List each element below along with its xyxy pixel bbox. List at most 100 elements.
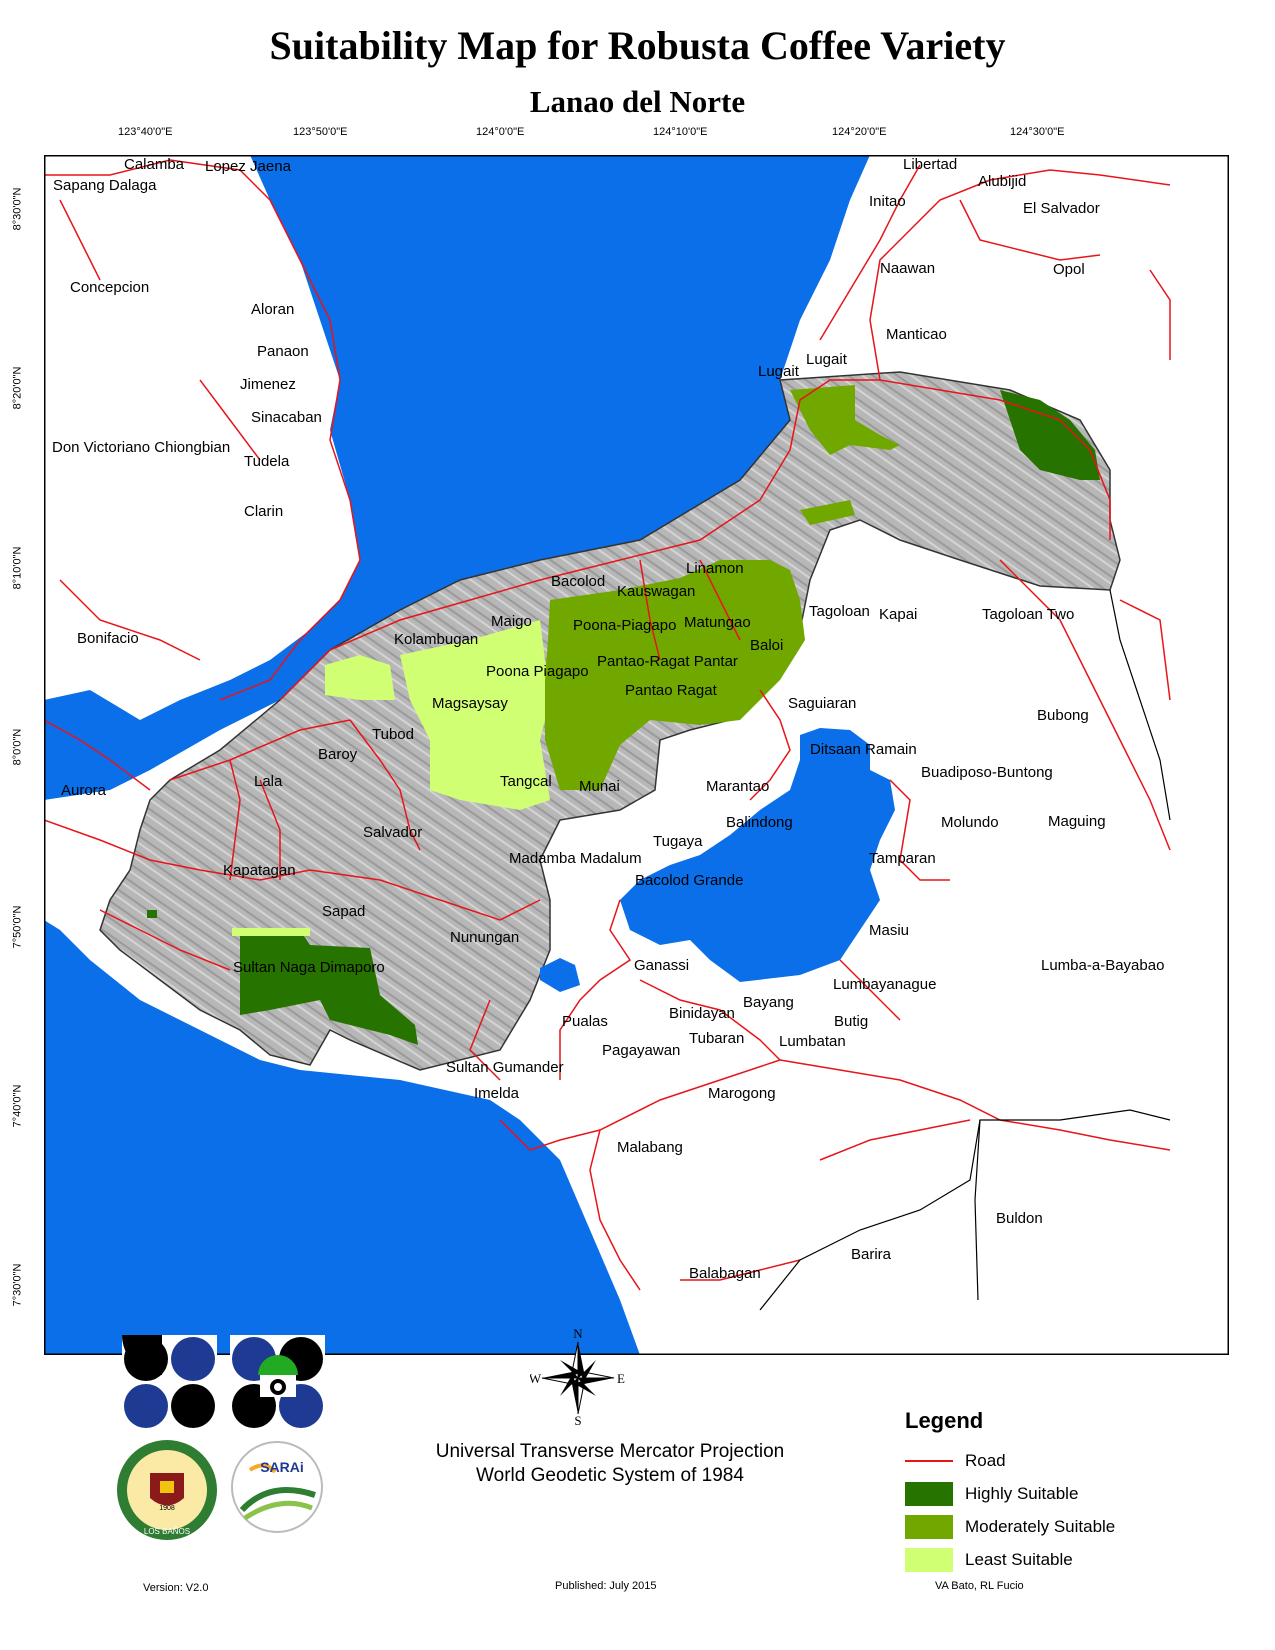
published-text: Published: July 2015: [555, 1580, 657, 1592]
place-label: Pantao-Ragat Pantar: [597, 653, 738, 670]
place-label: Sinacaban: [251, 409, 322, 426]
road-network: [44, 159, 1171, 1291]
place-label: Lala: [254, 773, 283, 790]
lon-label: 124°0'0"E: [476, 126, 525, 138]
place-label: Bonifacio: [77, 630, 139, 647]
dost-logo: [122, 1335, 217, 1430]
place-label: Pualas: [562, 1013, 608, 1030]
place-label: Tagoloan Two: [982, 606, 1074, 623]
place-label: Pagayawan: [602, 1042, 680, 1059]
place-label: El Salvador: [1023, 200, 1100, 217]
lon-label: 124°30'0"E: [1010, 126, 1065, 138]
place-label: Opol: [1053, 261, 1085, 278]
map-frame[interactable]: Calamba Lopez Jaena Sapang Dalaga Concep…: [44, 155, 1229, 1355]
lat-label: 8°0'0"N: [11, 728, 24, 766]
place-label: Tangcal: [500, 773, 552, 790]
lon-label: 123°50'0"E: [293, 126, 348, 138]
place-label: Malabang: [617, 1139, 683, 1156]
compass-s: S: [574, 1413, 581, 1427]
place-label: Madamba Madalum: [509, 850, 642, 867]
moderately-suitable-zone: [545, 560, 805, 790]
place-label: Lopez Jaena: [205, 158, 292, 175]
place-label: Calamba: [124, 156, 185, 173]
compass-e: E: [617, 1371, 625, 1386]
place-label: Bacolod Grande: [635, 872, 743, 889]
place-label: Sultan Naga Dimaporo: [233, 959, 385, 976]
place-label: Lugait: [806, 351, 848, 368]
lon-label: 124°10'0"E: [653, 126, 708, 138]
place-label: Munai: [579, 778, 620, 795]
place-label: Sultan Gumander: [446, 1059, 564, 1076]
place-label: Saguiaran: [788, 695, 856, 712]
place-label: Don Victoriano Chiongbian: [52, 439, 230, 456]
place-label: Balabagan: [689, 1265, 761, 1282]
moderately-suitable-zone: [790, 385, 900, 455]
place-label: Tudela: [244, 453, 290, 470]
highly-suitable-swatch: [905, 1481, 953, 1506]
place-label: Aloran: [251, 301, 294, 318]
uplb-year: 1908: [159, 1505, 175, 1512]
place-label: Tubod: [372, 726, 414, 743]
place-label: Jimenez: [240, 376, 296, 393]
lat-label: 7°50'0"N: [11, 905, 24, 949]
place-label: Kapai: [879, 606, 917, 623]
version-text: Version: V2.0: [143, 1582, 209, 1594]
place-label: Baloi: [750, 637, 783, 654]
highly-suitable-zone: [147, 910, 157, 918]
place-label: Molundo: [941, 814, 999, 831]
highly-suitable-zone: [240, 930, 418, 1045]
lat-label: 8°20'0"N: [11, 366, 24, 410]
place-label: Marogong: [708, 1085, 776, 1102]
place-label: Tubaran: [689, 1030, 744, 1047]
place-label: Ditsaan Ramain: [810, 741, 917, 758]
place-label: Poona Piagapo: [486, 663, 589, 680]
legend-label: Least Suitable: [965, 1549, 1073, 1569]
place-label: Lumba-a-Bayabao: [1041, 957, 1164, 974]
place-label: Maguing: [1048, 813, 1106, 830]
bar-logo: [230, 1335, 325, 1430]
place-label: Ganassi: [634, 957, 689, 974]
place-label: Clarin: [244, 503, 283, 520]
place-label: Bayang: [743, 994, 794, 1011]
place-label: Lugait: [758, 363, 800, 380]
place-label: Imelda: [474, 1085, 520, 1102]
uplb-seal: LOS BAÑOS 1908: [117, 1440, 217, 1540]
road-symbol: [905, 1459, 953, 1462]
iligan-bay: [44, 155, 870, 800]
legend-item-highly: Highly Suitable: [905, 1477, 1205, 1510]
lat-label: 8°10'0"N: [11, 546, 24, 590]
sarai-text: SARAi: [260, 1459, 304, 1475]
legend-item-road: Road: [905, 1444, 1205, 1477]
north-arrow: N S E W: [530, 1327, 625, 1427]
legend-item-least: Least Suitable: [905, 1543, 1205, 1576]
place-label: Lumbayanague: [833, 976, 936, 993]
legend-item-moderate: Moderately Suitable: [905, 1510, 1205, 1543]
lake-lanao: [620, 728, 895, 982]
least-suitable-zone: [325, 655, 395, 700]
compass-w: W: [530, 1371, 542, 1386]
place-label: Maigo: [491, 613, 532, 630]
legend-label: Moderately Suitable: [965, 1516, 1116, 1536]
least-suitable-swatch: [905, 1547, 953, 1572]
place-label: Matungao: [684, 614, 751, 631]
place-label: Aurora: [61, 782, 107, 799]
place-label: Binidayan: [669, 1005, 735, 1022]
place-label: Masiu: [869, 922, 909, 939]
small-lake: [540, 958, 580, 992]
place-label: Salvador: [363, 824, 422, 841]
place-label: Naawan: [880, 260, 935, 277]
place-label: Nunungan: [450, 929, 519, 946]
legend: Legend Road Highly Suitable Moderately S…: [905, 1408, 1205, 1576]
compass-n: N: [573, 1327, 583, 1341]
projection-line-1: Universal Transverse Mercator Projection: [435, 1441, 785, 1462]
map-title: Suitability Map for Robusta Coffee Varie…: [269, 23, 1006, 68]
place-label: Poona-Piagapo: [573, 617, 676, 634]
least-suitable-zone: [400, 620, 550, 810]
place-label: Barira: [851, 1246, 892, 1263]
place-label: Pantao Ragat: [625, 682, 718, 699]
place-label: Lumbatan: [779, 1033, 846, 1050]
place-label: Tugaya: [653, 833, 703, 850]
place-label: Sapang Dalaga: [53, 177, 157, 194]
place-label: Panaon: [257, 343, 309, 360]
lat-label: 8°30'0"N: [11, 187, 24, 231]
